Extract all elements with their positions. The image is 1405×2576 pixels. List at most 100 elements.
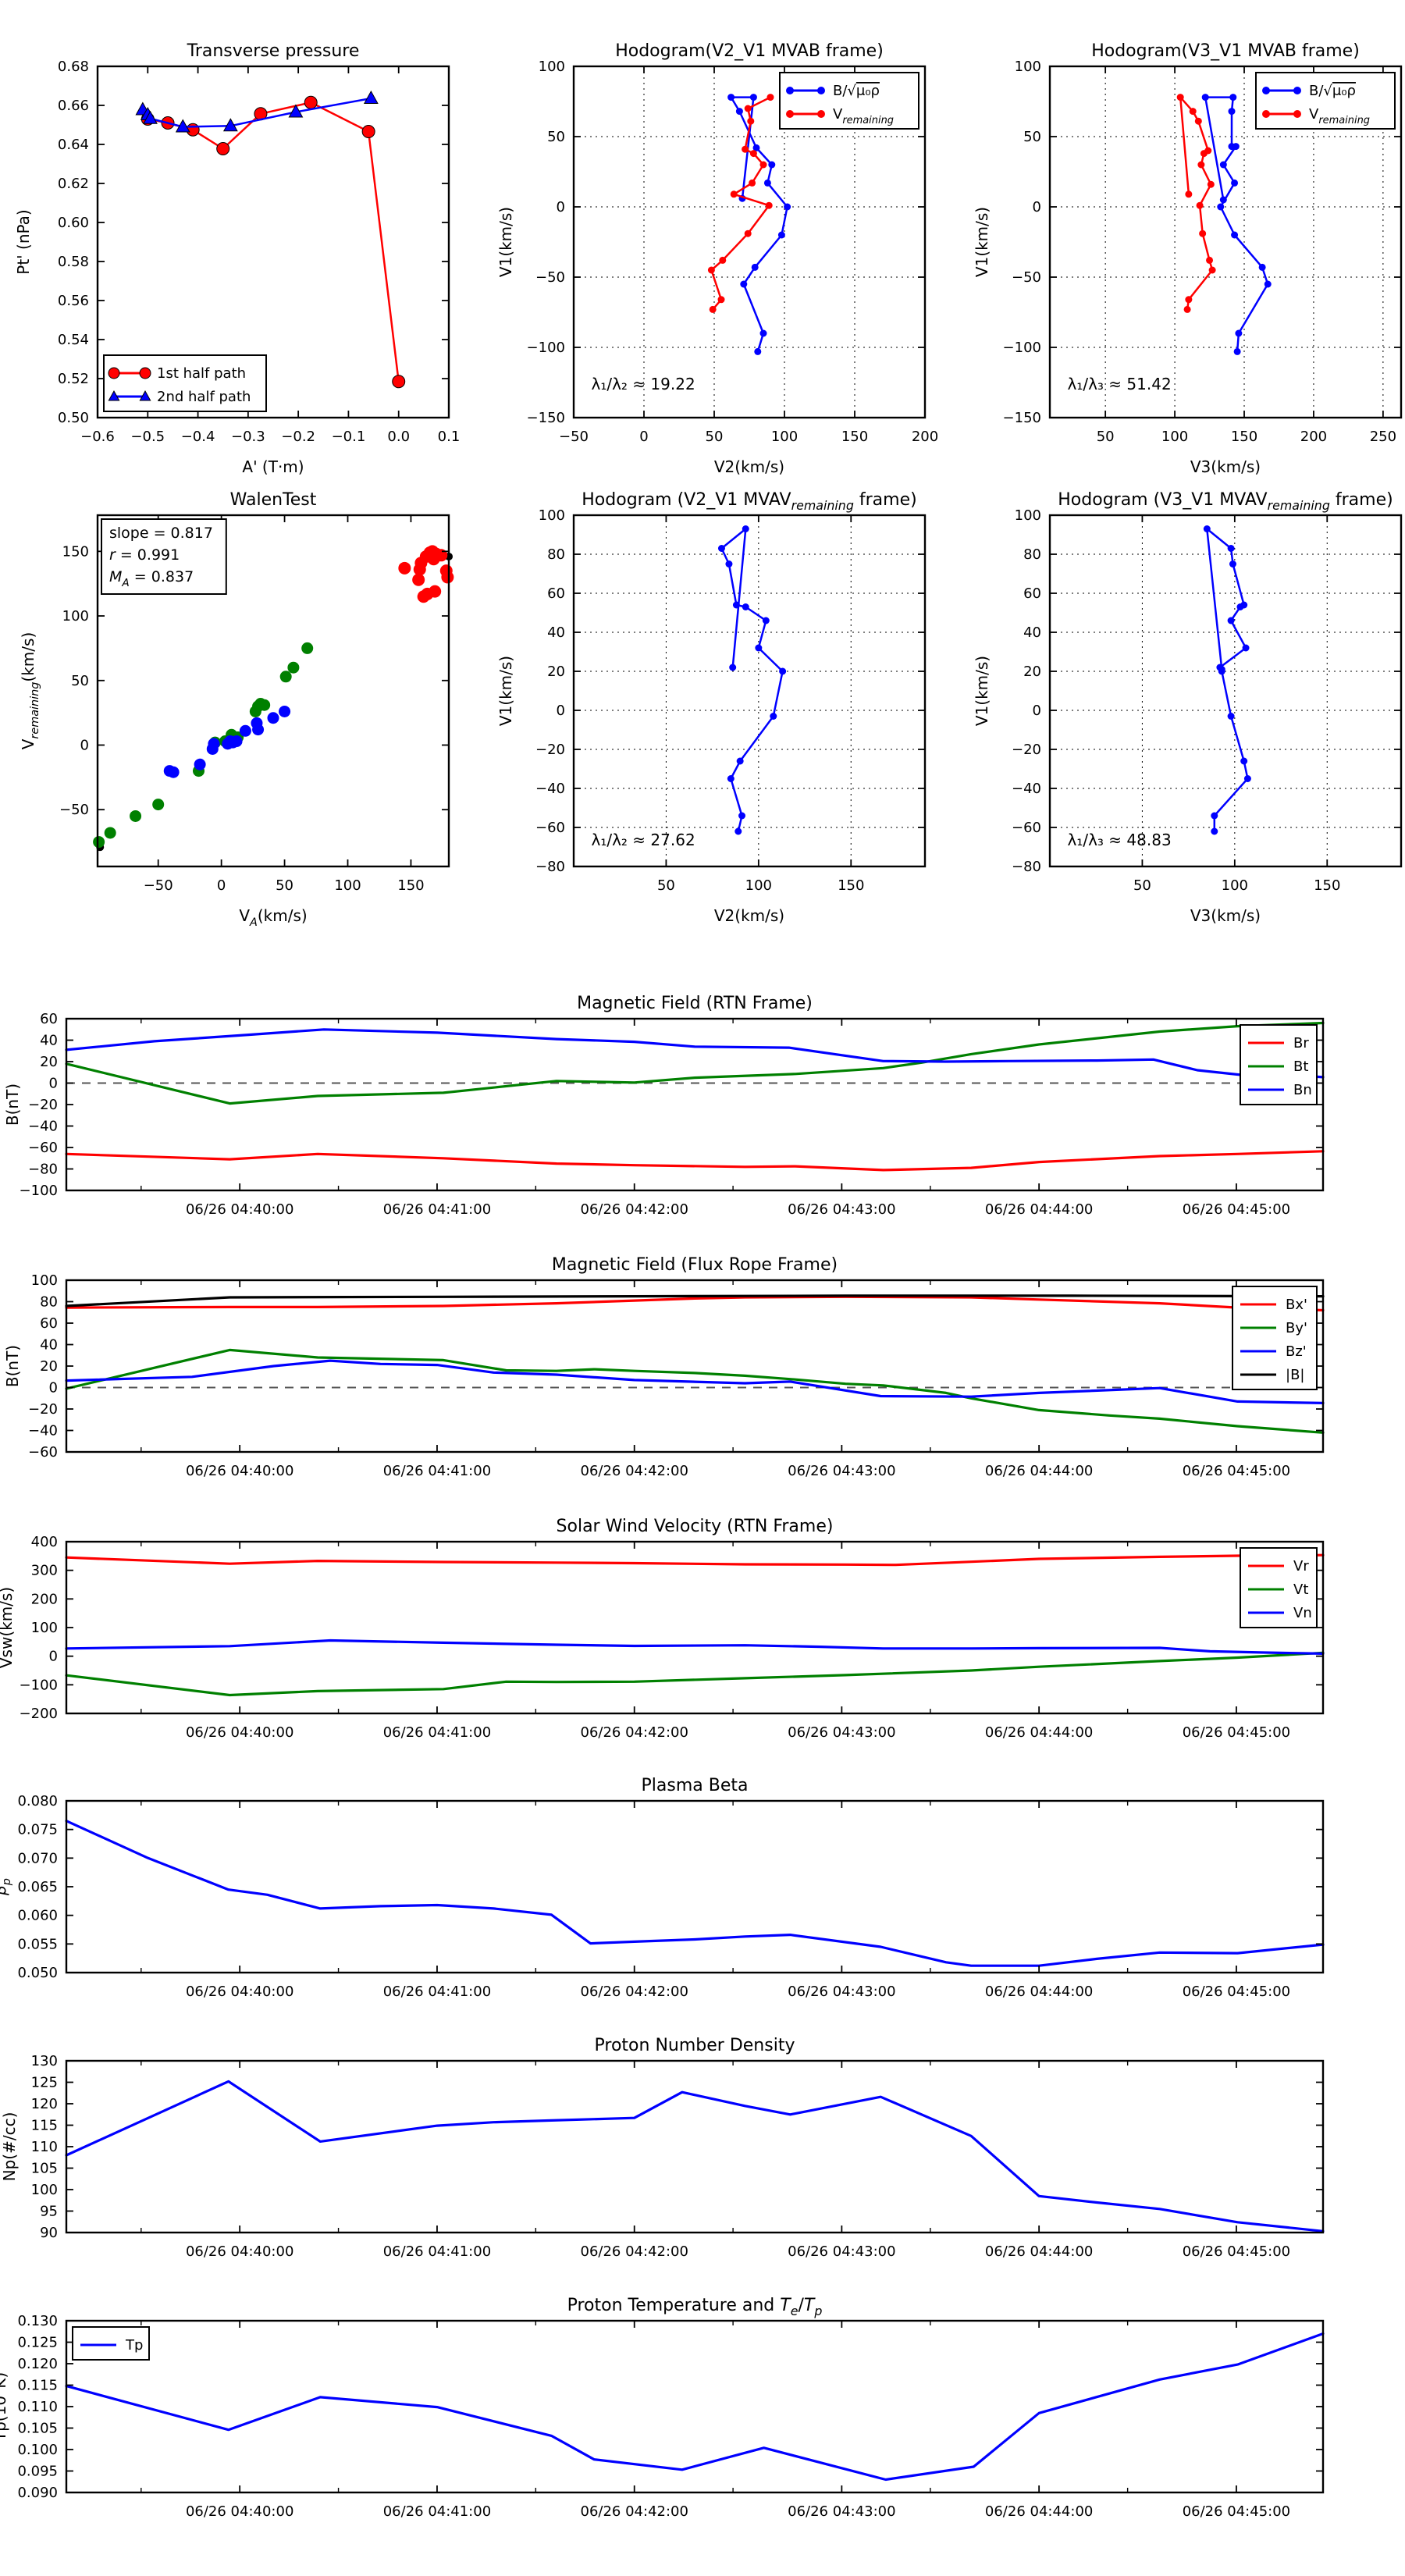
x-tick-label: 06/26 04:40:00 [186, 1463, 293, 1479]
legend-label: 2nd half path [157, 389, 251, 405]
y-tick-label: −100 [20, 1677, 58, 1693]
legend-label: Vt [1293, 1582, 1308, 1598]
dot-marker [752, 144, 760, 151]
dot-marker [1218, 666, 1225, 673]
y-tick-label: 0.075 [17, 1822, 58, 1838]
x-tick-label: 06/26 04:41:00 [383, 1724, 491, 1741]
magnetic-field-rtn-plot-box [65, 1017, 1325, 1192]
dot-marker [152, 799, 165, 811]
y-tick-label: 130 [31, 2053, 58, 2069]
dot-marker [1204, 147, 1212, 155]
legend-label: Vremaining [1309, 106, 1370, 126]
dot-marker [1227, 617, 1235, 624]
walen-test: −50 0 50 100 150 −50 0 50 100 150 WalenTest VA(km/s… [19, 490, 454, 929]
circle-marker [361, 125, 375, 138]
magnetic-field-flux-rope-title: Magnetic Field (Flux Rope Frame) [552, 1255, 838, 1275]
y-tick-label: 20 [40, 1054, 58, 1070]
y-tick-label: 0.52 [58, 371, 89, 387]
solar-wind-velocity-ylabel: Vsw(km/s) [0, 1587, 16, 1668]
y-tick-label: −60 [28, 1444, 58, 1461]
y-tick-label: 0.090 [17, 2485, 58, 2501]
solar-wind-velocity-legend: Vr Vt Vn [1240, 1547, 1318, 1628]
x-tick-label: 150 [841, 429, 868, 445]
y-tick-label: 0.095 [17, 2464, 58, 2480]
y-tick-label: −20 [28, 1097, 58, 1113]
y-tick-label: 0.64 [58, 137, 89, 153]
y-tick-label: −100 [527, 340, 565, 356]
legend-label: Bz' [1286, 1343, 1307, 1360]
x-tick-label: 06/26 04:43:00 [788, 1984, 895, 2000]
y-tick-label: 200 [31, 1591, 58, 1607]
hodogram-v2v1-mvab-legend: B/√μ₀ρ Vremaining [779, 72, 919, 130]
hodogram-v2v1-mvab-markers-b-over-sqrt-mu0rho [727, 94, 791, 355]
y-tick-label: −80 [1012, 859, 1041, 875]
y-tick-label: 0.66 [58, 98, 89, 114]
x-tick-label: 200 [912, 429, 938, 445]
y-tick-label: 50 [547, 129, 565, 145]
y-tick-label: −60 [1012, 820, 1041, 836]
transverse-pressure-legend: 1st half path 2nd half path [103, 354, 267, 412]
dot-marker [767, 94, 774, 101]
x-tick-label: 06/26 04:43:00 [788, 1201, 895, 1218]
dot-marker [1208, 266, 1216, 274]
dot-marker [747, 117, 755, 125]
transverse-pressure-xlabel: A' (T·m) [242, 457, 304, 476]
dot-marker [1293, 110, 1301, 118]
dot-marker [1228, 108, 1236, 116]
x-tick-label: 50 [706, 429, 724, 445]
dot-marker [735, 108, 743, 116]
hodogram-v3v1-mvab-legend: B/√μ₀ρ Vremaining [1255, 72, 1396, 130]
y-tick-label: −50 [535, 269, 565, 286]
magnetic-field-rtn-ylabel: B(nT) [3, 1083, 22, 1126]
dot-marker [736, 757, 744, 765]
x-tick-label: 06/26 04:42:00 [581, 2503, 688, 2520]
x-tick-label: 06/26 04:45:00 [1183, 1984, 1290, 2000]
y-tick-label: −60 [535, 820, 565, 836]
dot-marker [735, 827, 742, 835]
solar-wind-velocity-series-vn [65, 1638, 1325, 1655]
legend-label: Vr [1293, 1558, 1309, 1574]
y-tick-label: 0 [49, 1649, 58, 1665]
magnetic-field-flux-rope-series-by-prime [65, 1348, 1325, 1434]
stats-line: slope = 0.817 [109, 525, 213, 542]
walen-test-axes-ticks: −50 0 50 100 150 −50 0 50 100 150 [59, 515, 449, 894]
dot-marker [1185, 190, 1193, 198]
dot-marker [258, 699, 271, 711]
dot-marker [727, 94, 735, 101]
dot-marker [1197, 161, 1205, 169]
x-tick-label: 100 [334, 877, 361, 894]
y-tick-label: 0 [80, 737, 89, 753]
y-tick-label: 0.60 [58, 215, 89, 231]
dot-marker [1258, 263, 1266, 271]
y-tick-label: −80 [535, 859, 565, 875]
x-tick-label: 06/26 04:41:00 [383, 2243, 491, 2260]
hodogram-v3v1-mvab-series-v-remaining [1179, 96, 1214, 311]
x-tick-label: 06/26 04:42:00 [581, 1724, 688, 1741]
y-tick-label: 0.070 [17, 1850, 58, 1866]
hodogram-v2v1-mvab-xlabel: V2(km/s) [714, 457, 784, 476]
y-tick-label: 150 [62, 543, 89, 560]
x-tick-label: 100 [1161, 429, 1188, 445]
dot-marker [1176, 94, 1184, 101]
hodogram-v3v1-mvab-plot-box [1048, 65, 1403, 419]
y-tick-label: 0 [1033, 703, 1041, 719]
hodogram-v3v1-mvav-ylabel: V1(km/s) [973, 656, 991, 726]
y-tick-label: 0.110 [17, 2399, 58, 2415]
x-tick-label: 06/26 04:44:00 [985, 2503, 1093, 2520]
y-tick-label: 0.105 [17, 2421, 58, 2437]
dot-marker [301, 642, 314, 654]
y-tick-label: 300 [31, 1563, 58, 1579]
y-tick-label: −60 [28, 1140, 58, 1156]
y-tick-label: 90 [40, 2225, 58, 2241]
legend-label: Bn [1293, 1082, 1312, 1098]
hodogram-v3v1-mvav-title: Hodogram (V3_V1 MVAVremaining frame) [1058, 490, 1393, 513]
y-tick-label: 0.120 [17, 2356, 58, 2372]
y-tick-label: 100 [539, 59, 565, 75]
y-tick-label: 50 [71, 673, 89, 689]
hodogram-v2v1-mvab: −50 0 50 100 150 200 −150 −100 −50 0 50 100 Hodogram… [496, 41, 938, 476]
y-tick-label: 40 [1023, 624, 1041, 641]
hodogram-v3v1-mvav-xlabel: V3(km/s) [1190, 906, 1261, 925]
dot-marker [742, 145, 749, 153]
y-tick-label: 0.54 [58, 332, 89, 348]
transverse-pressure: −0.6 −0.5 −0.4 −0.3 −0.2 −0.1 0.0 0.1 0.50 0.52 0.… [14, 41, 460, 476]
